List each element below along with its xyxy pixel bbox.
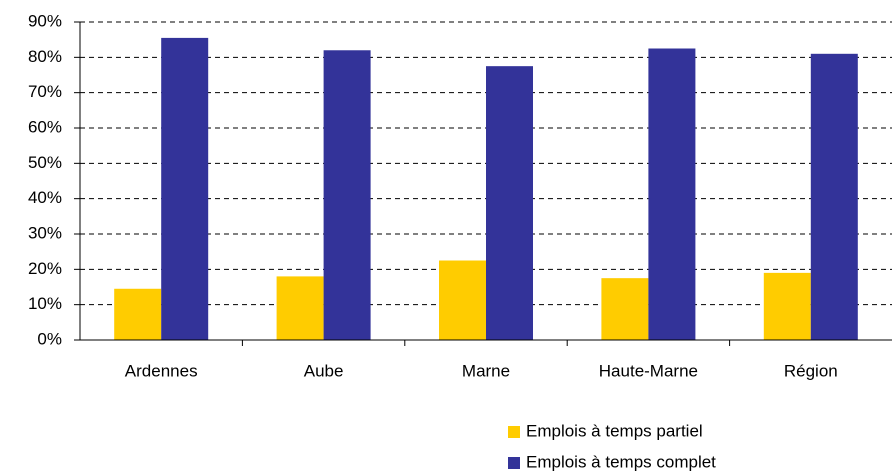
bar [601,278,649,340]
bar [648,48,696,340]
y-tick-label: 30% [28,223,62,242]
legend-label: Emplois à temps partiel [526,421,703,440]
bar [763,272,811,340]
legend-swatch [508,426,520,438]
y-tick-label: 60% [28,117,62,136]
y-tick-label: 50% [28,153,62,172]
x-tick-label: Marne [462,361,510,380]
y-tick-label: 0% [37,329,62,348]
bar [810,53,858,341]
bar [161,37,209,341]
bar [276,276,324,340]
y-tick-label: 80% [28,47,62,66]
x-tick-label: Ardennes [125,361,198,380]
x-tick-label: Haute-Marne [599,361,698,380]
legend-label: Emplois à temps complet [526,452,716,471]
y-tick-label: 10% [28,294,62,313]
x-tick-label: Région [784,361,838,380]
y-tick-label: 20% [28,259,62,278]
bar [439,260,486,340]
y-tick-label: 40% [28,188,62,207]
x-tick-label: Aube [304,361,344,380]
bar [114,288,162,340]
y-tick-label: 70% [28,82,62,101]
bar [323,50,371,341]
bar [486,66,533,341]
y-tick-label: 90% [28,11,62,30]
legend-swatch [508,457,520,469]
